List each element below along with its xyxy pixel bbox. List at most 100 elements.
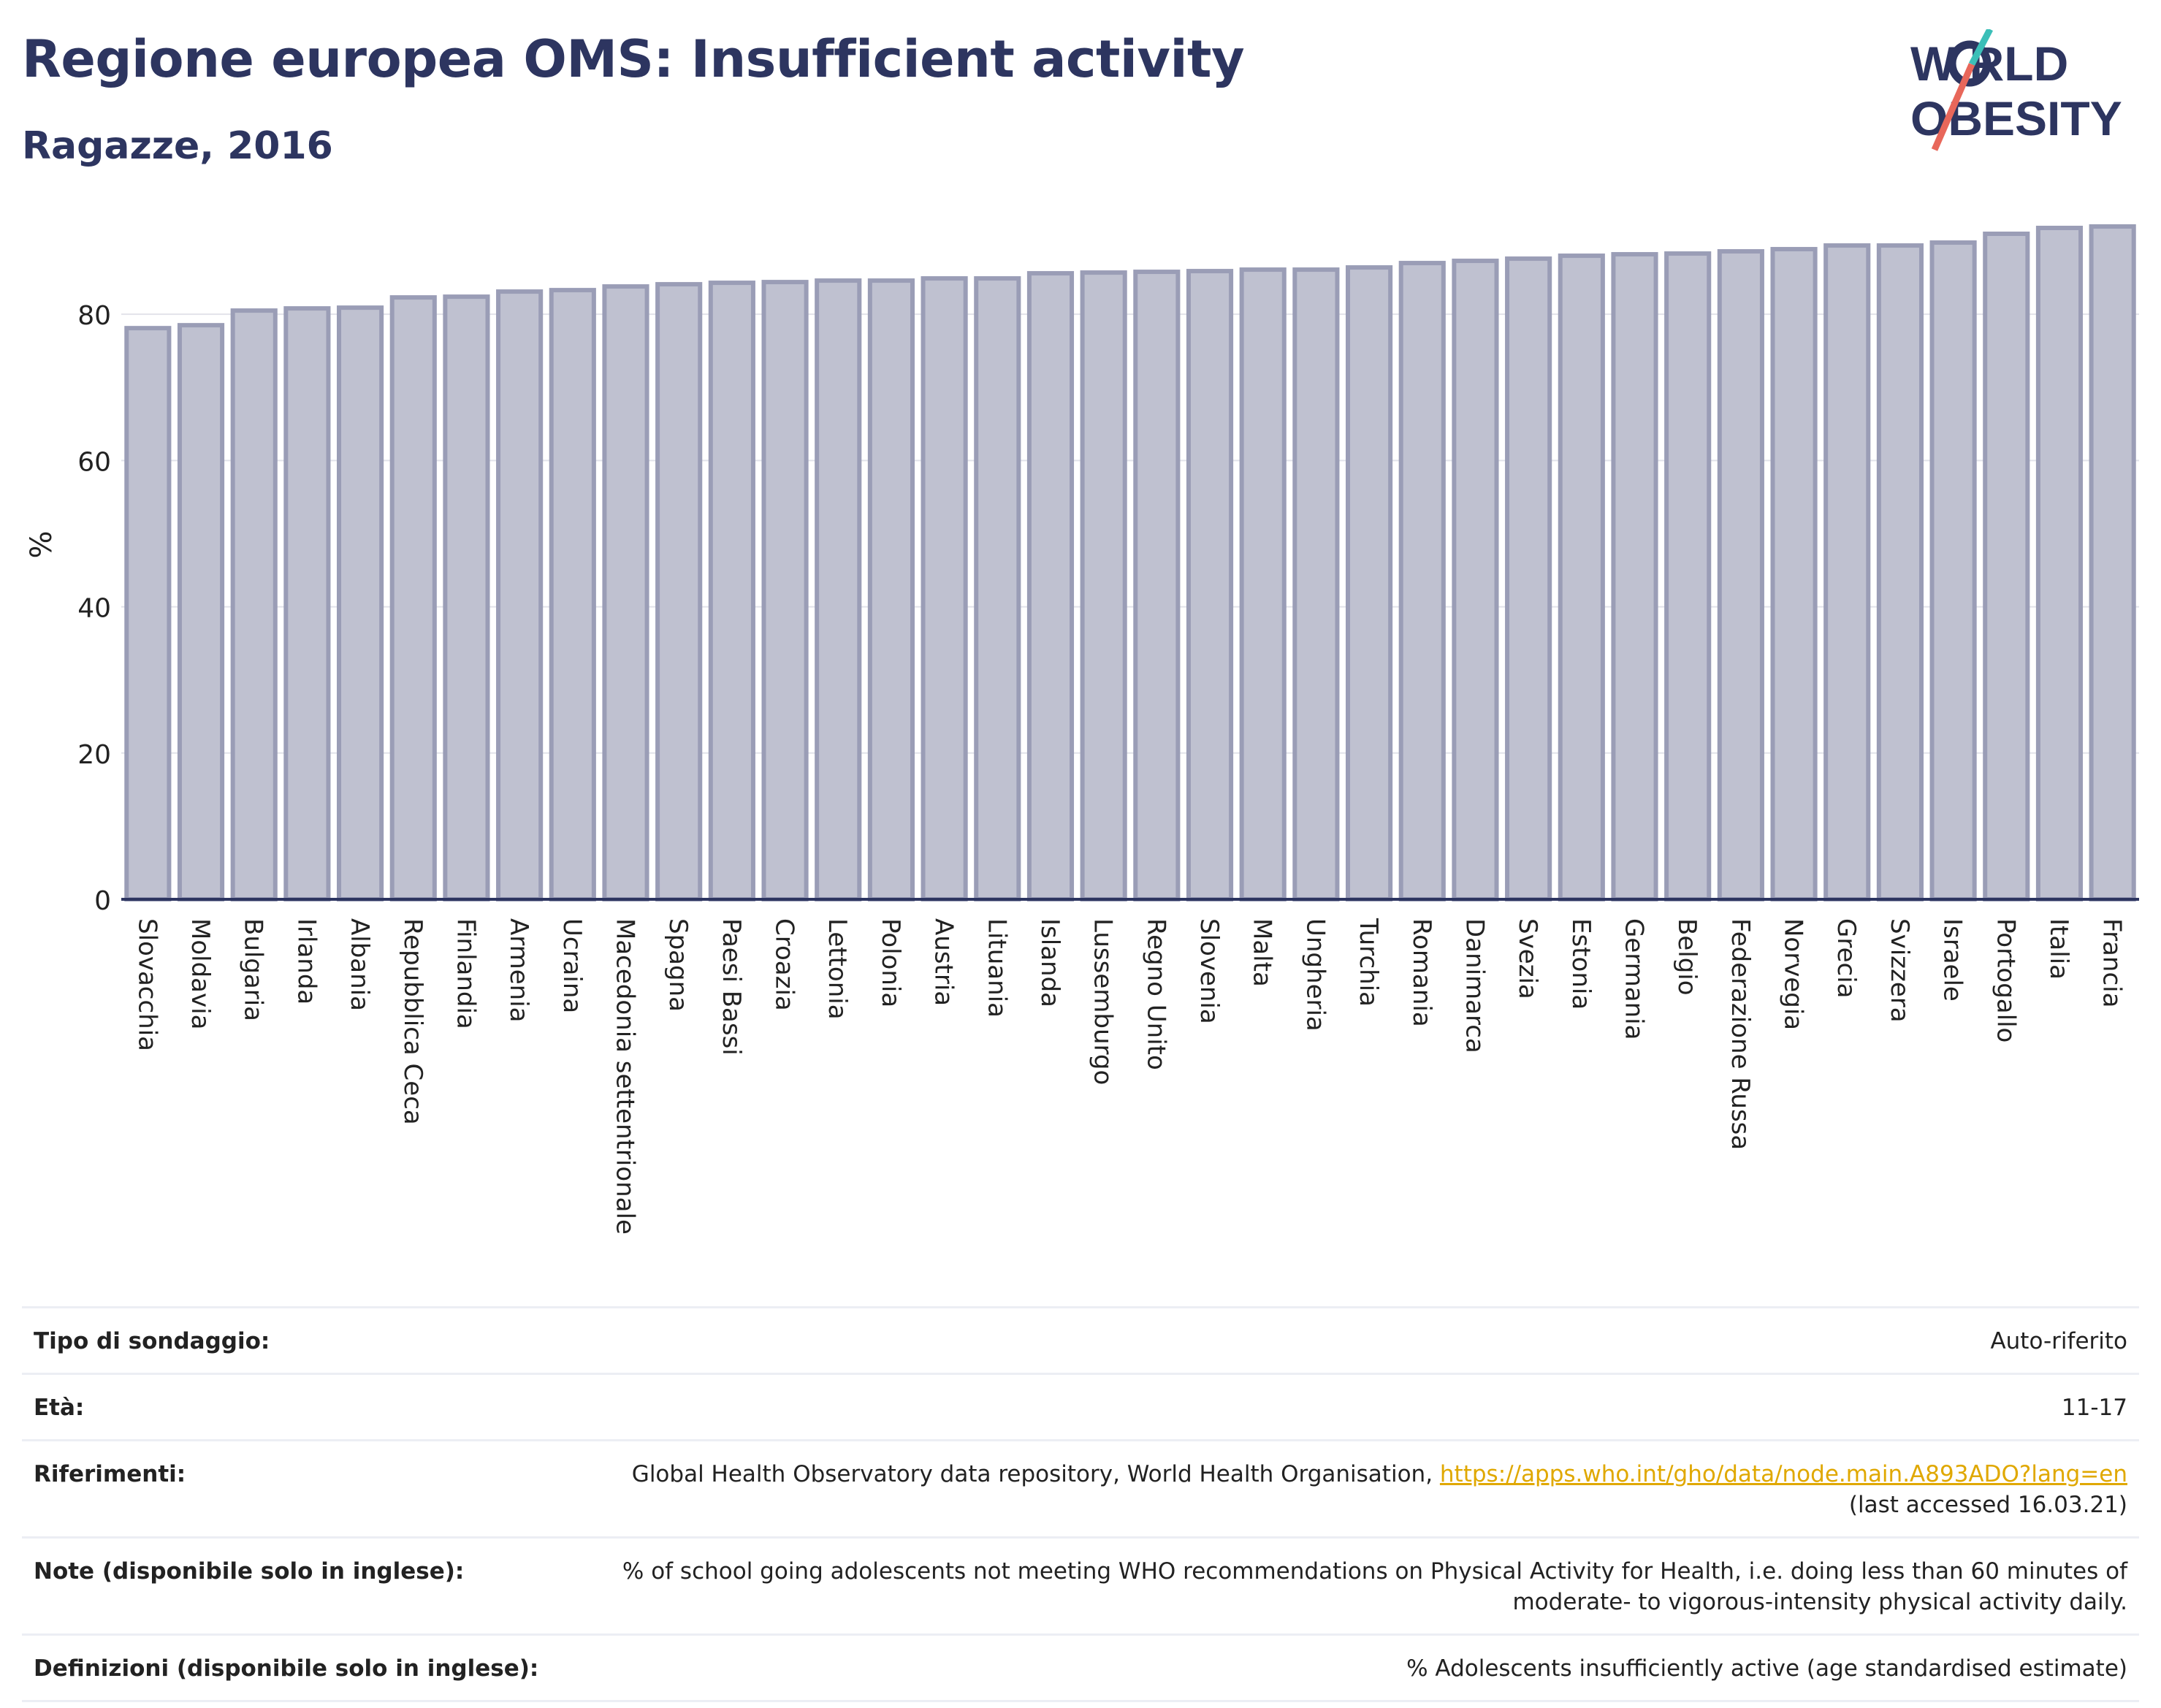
x-tick-label: Spagna [663,918,693,1012]
x-tick-label: Austria [929,918,958,1006]
bar [1239,267,1287,901]
y-tick-label: 0 [94,886,111,916]
metadata-table: Tipo di sondaggio: Auto-riferito Età: 11… [22,1306,2139,1702]
bar [1452,259,1499,901]
bar [1983,232,2030,902]
bar-chart: 0 20 40 60 80 Slovacchia Moldavia Bulgaria Irlan… [25,224,2139,1235]
bar [496,289,544,901]
x-tick-label: Romania [1407,918,1436,1027]
meta-value: % Adolescents insufficiently active (age… [1406,1655,2127,1682]
x-tick-label: Macedonia settentrionale [611,918,640,1235]
bar [1346,265,1393,901]
x-tick-label: Regno Unito [1141,918,1170,1070]
bar [708,281,755,901]
x-tick-label: Moldavia [186,918,215,1029]
bar [2035,226,2084,902]
bar [1664,251,1712,901]
x-tick-label: Islanda [1035,918,1064,1007]
meta-label: Tipo di sondaggio: [34,1328,270,1354]
x-tick-label: Grecia [1832,918,1861,998]
x-tick-label: Germania [1620,918,1649,1040]
bars [124,224,2136,902]
bar [1611,252,1658,901]
bar [1929,240,1977,901]
x-tick-label: Italia [2044,918,2073,980]
meta-row-definitions: Definizioni (disponibile solo in inglese… [22,1633,2139,1702]
bar [549,288,596,901]
meta-value: Global Health Observatory data repositor… [632,1459,2127,1520]
x-tick-label: Croazia [770,918,799,1011]
labels: 0 20 40 60 80 Slovacchia Moldavia Bulgaria Irlan… [25,301,2127,1235]
x-tick-label: Ucraina [557,918,587,1013]
reference-text: Global Health Observatory data repositor… [631,1461,1440,1487]
chart-subtitle: Ragazze, 2016 [22,124,333,168]
meta-label: Definizioni (disponibile solo in inglese… [34,1655,539,1682]
bar [867,278,915,901]
y-tick-label: 60 [77,447,111,477]
x-tick-label: Polonia [876,918,905,1007]
bar [124,326,172,901]
bar [389,295,437,901]
x-tick-label: Israele [1938,918,1967,1002]
x-tick-label: Lussemburgo [1089,918,1118,1085]
x-tick-label: Danimarca [1460,918,1489,1053]
bar [921,276,968,901]
bar [1026,271,1075,901]
bar [337,305,384,901]
bar [1717,249,1764,901]
x-tick-label: Armenia [504,918,533,1023]
last-accessed: (last accessed 16.03.21) [1848,1492,2127,1518]
bar [1823,243,1871,901]
bar [283,306,331,902]
meta-row-age: Età: 11-17 [22,1373,2139,1439]
y-tick-label: 20 [77,740,111,770]
y-tick-label: 40 [77,594,111,624]
bar [974,276,1021,901]
x-tick-label: Lituania [982,918,1011,1018]
y-axis-label: % [25,530,58,558]
x-tick-label: Francia [2097,918,2127,1007]
bar [761,280,809,901]
meta-row-notes: Note (disponibile solo in inglese): % of… [22,1536,2139,1633]
bar [230,308,278,901]
reference-link[interactable]: https://apps.who.int/gho/data/node.main.… [1439,1461,2127,1487]
x-tick-label: Federazione Russa [1726,918,1755,1150]
x-tick-label: Finlandia [451,918,480,1029]
meta-value: 11-17 [2061,1395,2127,1421]
bar [1558,253,1605,901]
bar [1080,270,1127,901]
meta-value: Auto-riferito [1990,1328,2127,1354]
x-tick-label: Paesi Bassi [717,918,746,1056]
chart-title: Regione europea OMS: Insufficient activi… [22,29,1245,89]
x-tick-label: Albania [345,918,374,1011]
bar [1770,247,1818,902]
bar [815,278,862,901]
x-tick-label: Estonia [1566,918,1596,1010]
x-tick-label: Portogallo [1991,918,2020,1042]
bar [655,282,703,901]
x-tick-label: Slovenia [1194,918,1224,1024]
bar [602,284,649,901]
meta-label: Note (disponibile solo in inglese): [34,1558,465,1585]
bar [1398,261,1446,901]
x-tick-label: Slovacchia [132,918,161,1051]
meta-label: Riferimenti: [34,1461,186,1487]
x-tick-label: Belgio [1672,918,1701,996]
x-tick-label: Turchia [1354,918,1383,1007]
x-tick-label: Norvegia [1779,918,1808,1030]
bar [1292,267,1340,901]
bar [1505,256,1552,902]
x-tick-label: Svizzera [1885,918,1914,1023]
bar [2089,224,2136,901]
bar [177,323,225,902]
meta-label: Età: [34,1395,85,1421]
meta-row-survey-type: Tipo di sondaggio: Auto-riferito [22,1306,2139,1373]
x-tick-label: Svezia [1513,918,1542,999]
x-tick-label: Ungheria [1300,918,1330,1032]
bar [1186,269,1234,901]
x-tick-label: Bulgaria [239,918,268,1021]
x-tick-label: Repubblica Ceca [398,918,427,1125]
x-tick-label: Malta [1248,918,1277,987]
meta-row-references: Riferimenti: Global Health Observatory d… [22,1439,2139,1536]
bar [443,294,490,902]
